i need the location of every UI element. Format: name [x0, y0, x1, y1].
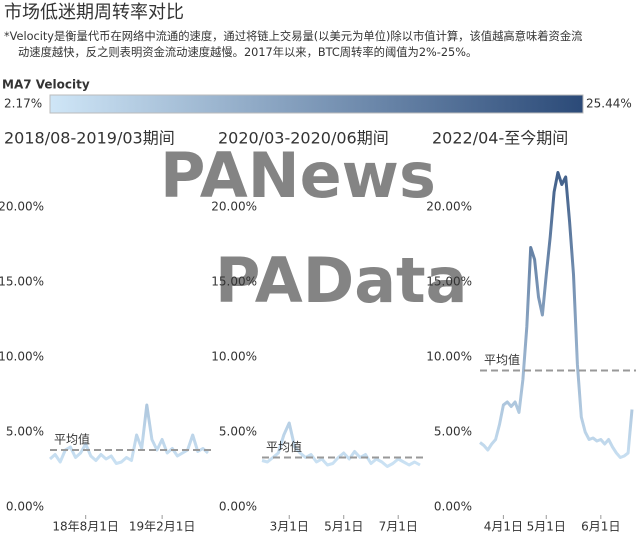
average-label: 平均值	[54, 432, 90, 447]
y-tick-label: 0.00%	[6, 500, 44, 514]
y-tick-label: 15.00%	[211, 275, 257, 289]
x-tick-label: 7月1日	[379, 520, 418, 534]
x-tick-label: 3月1日	[270, 520, 309, 534]
panel-title: 2022/04-至今期间	[432, 129, 568, 148]
velocity-line	[479, 171, 634, 459]
x-tick-label: 19年2月1日	[129, 520, 196, 534]
y-tick-label: 5.00%	[219, 425, 257, 439]
legend-bar	[49, 94, 584, 114]
y-tick-label: 20.00%	[426, 200, 472, 214]
y-tick-label: 0.00%	[219, 500, 257, 514]
legend-min: 2.17%	[4, 97, 42, 111]
x-tick-label: 6月1日	[581, 520, 620, 534]
velocity-line	[49, 403, 209, 465]
y-tick-label: 15.00%	[0, 275, 44, 289]
y-tick-label: 20.00%	[0, 200, 44, 214]
legend-max: 25.44%	[586, 97, 632, 111]
average-label: 平均值	[266, 439, 302, 454]
panel-title: 2018/08-2019/03期间	[4, 129, 175, 148]
page-title: 市场低迷期周转率对比	[4, 2, 184, 23]
watermark: PANews	[160, 139, 436, 212]
panel-title: 2020/03-2020/06期间	[218, 129, 389, 148]
x-tick-label: 4月1日	[484, 520, 523, 534]
y-tick-label: 10.00%	[211, 350, 257, 364]
x-tick-label: 18年8月1日	[52, 520, 119, 534]
watermark: PAData	[215, 244, 468, 317]
x-tick-label: 5月1日	[527, 520, 566, 534]
subtitle: 动速度越快，反之则表明资金流动速度越慢。2017年以来，BTC周转率的阈值为2%…	[18, 45, 477, 59]
y-tick-label: 10.00%	[426, 350, 472, 364]
y-tick-label: 5.00%	[6, 425, 44, 439]
y-tick-label: 5.00%	[434, 425, 472, 439]
velocity-line	[261, 421, 421, 468]
y-tick-label: 0.00%	[434, 500, 472, 514]
y-tick-label: 20.00%	[211, 200, 257, 214]
y-tick-label: 10.00%	[0, 350, 44, 364]
average-label: 平均值	[484, 352, 520, 367]
subtitle: *Velocity是衡量代币在网络中流通的速度，通过将链上交易量(以美元为单位)…	[4, 29, 582, 43]
x-tick-label: 5月1日	[324, 520, 363, 534]
legend-title: MA7 Velocity	[2, 78, 90, 92]
y-tick-label: 15.00%	[426, 275, 472, 289]
